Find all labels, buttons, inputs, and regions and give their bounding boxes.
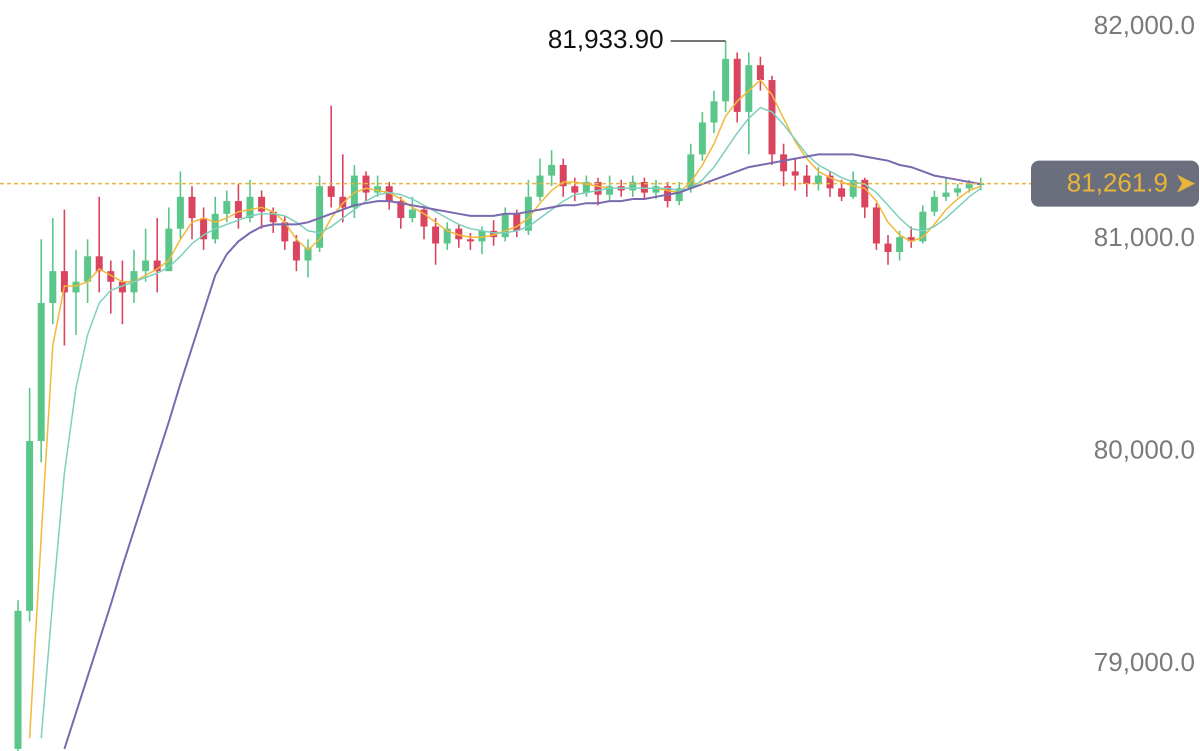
candle-body xyxy=(838,188,846,197)
candle-body xyxy=(443,228,451,244)
price-tag-label: 81,261.9 xyxy=(1067,168,1168,198)
candle-body xyxy=(791,171,799,176)
y-tick-label: 79,000.0 xyxy=(1094,647,1195,677)
candle-body xyxy=(513,213,521,231)
candle-body xyxy=(350,175,358,208)
candle-body xyxy=(606,186,614,195)
candle-body xyxy=(536,175,544,197)
candle-body xyxy=(872,207,880,244)
candle-body xyxy=(571,186,579,193)
candle-body xyxy=(200,218,208,240)
max-high-label: 81,933.90 xyxy=(548,24,664,54)
candle-body xyxy=(408,209,416,219)
candle-body xyxy=(594,181,602,195)
candle-body xyxy=(432,226,440,244)
candle-body xyxy=(896,237,904,253)
candle-body xyxy=(652,186,660,193)
candle-body xyxy=(281,222,289,242)
price-tag-arrow xyxy=(1177,174,1195,193)
candle-body xyxy=(269,211,277,223)
y-tick-label: 80,000.0 xyxy=(1094,434,1195,464)
candle-body xyxy=(211,213,219,240)
candle-body xyxy=(374,186,382,193)
candle-body xyxy=(455,228,463,240)
candle-body xyxy=(234,201,242,219)
candle-body xyxy=(640,181,648,193)
candle-body xyxy=(420,209,428,227)
candle-body xyxy=(490,230,498,238)
candle-body xyxy=(629,181,637,191)
candle-body xyxy=(142,260,150,272)
candle-body xyxy=(664,186,672,202)
candle-body xyxy=(768,80,776,155)
candle-body xyxy=(745,65,753,112)
candle-body xyxy=(188,196,196,219)
candle-body xyxy=(37,302,45,442)
candle-body xyxy=(60,271,68,293)
candle-body xyxy=(803,175,811,185)
candle-body xyxy=(548,164,556,176)
candle-body xyxy=(814,175,822,185)
candle-body xyxy=(919,211,927,242)
candle-body xyxy=(675,188,683,202)
candle-body xyxy=(780,154,788,172)
candle-body xyxy=(14,610,22,749)
candle-body xyxy=(698,122,706,155)
candle-body xyxy=(292,241,300,261)
candle-body xyxy=(84,256,92,282)
candle-body xyxy=(327,186,335,197)
candle-body xyxy=(930,196,938,212)
y-tick-label: 82,000.0 xyxy=(1094,10,1195,40)
moving-average-line xyxy=(40,106,982,739)
candle-body xyxy=(849,179,857,197)
candle-body xyxy=(107,271,115,282)
candle-body xyxy=(884,243,892,253)
candle-body xyxy=(687,154,695,189)
candle-body xyxy=(72,281,80,293)
candle-body xyxy=(153,260,161,272)
candle-body xyxy=(385,186,393,202)
candle-body xyxy=(223,201,231,214)
candle-body xyxy=(582,181,590,193)
candle-body xyxy=(965,184,973,189)
moving-average-line xyxy=(63,153,981,750)
moving-average-line xyxy=(28,78,982,739)
candle-body xyxy=(165,228,173,272)
candle-body xyxy=(733,58,741,112)
candles xyxy=(14,41,985,751)
candle-body xyxy=(258,196,266,212)
candle-body xyxy=(397,201,405,219)
candle-body xyxy=(954,188,962,193)
candle-body xyxy=(942,192,950,197)
candle-body xyxy=(118,281,126,293)
candle-body xyxy=(559,164,567,187)
y-tick-label: 81,000.0 xyxy=(1094,222,1195,252)
candle-body xyxy=(304,247,312,261)
candle-body xyxy=(478,230,486,242)
candle-body xyxy=(95,256,103,272)
candle-body xyxy=(246,196,254,219)
candle-body xyxy=(49,271,57,303)
candle-body xyxy=(524,196,532,231)
candle-body xyxy=(826,175,834,189)
candle-body xyxy=(710,101,718,123)
candle-body xyxy=(756,65,764,81)
candle-body xyxy=(722,58,730,102)
candle-body xyxy=(466,239,474,242)
candle-body xyxy=(501,213,509,238)
candle-body xyxy=(316,186,324,248)
candle-body xyxy=(176,196,184,229)
candle-body xyxy=(26,441,34,611)
candle-body xyxy=(861,179,869,208)
price-tag xyxy=(1031,160,1199,207)
candle-body xyxy=(907,237,915,242)
candle-body xyxy=(339,196,347,208)
